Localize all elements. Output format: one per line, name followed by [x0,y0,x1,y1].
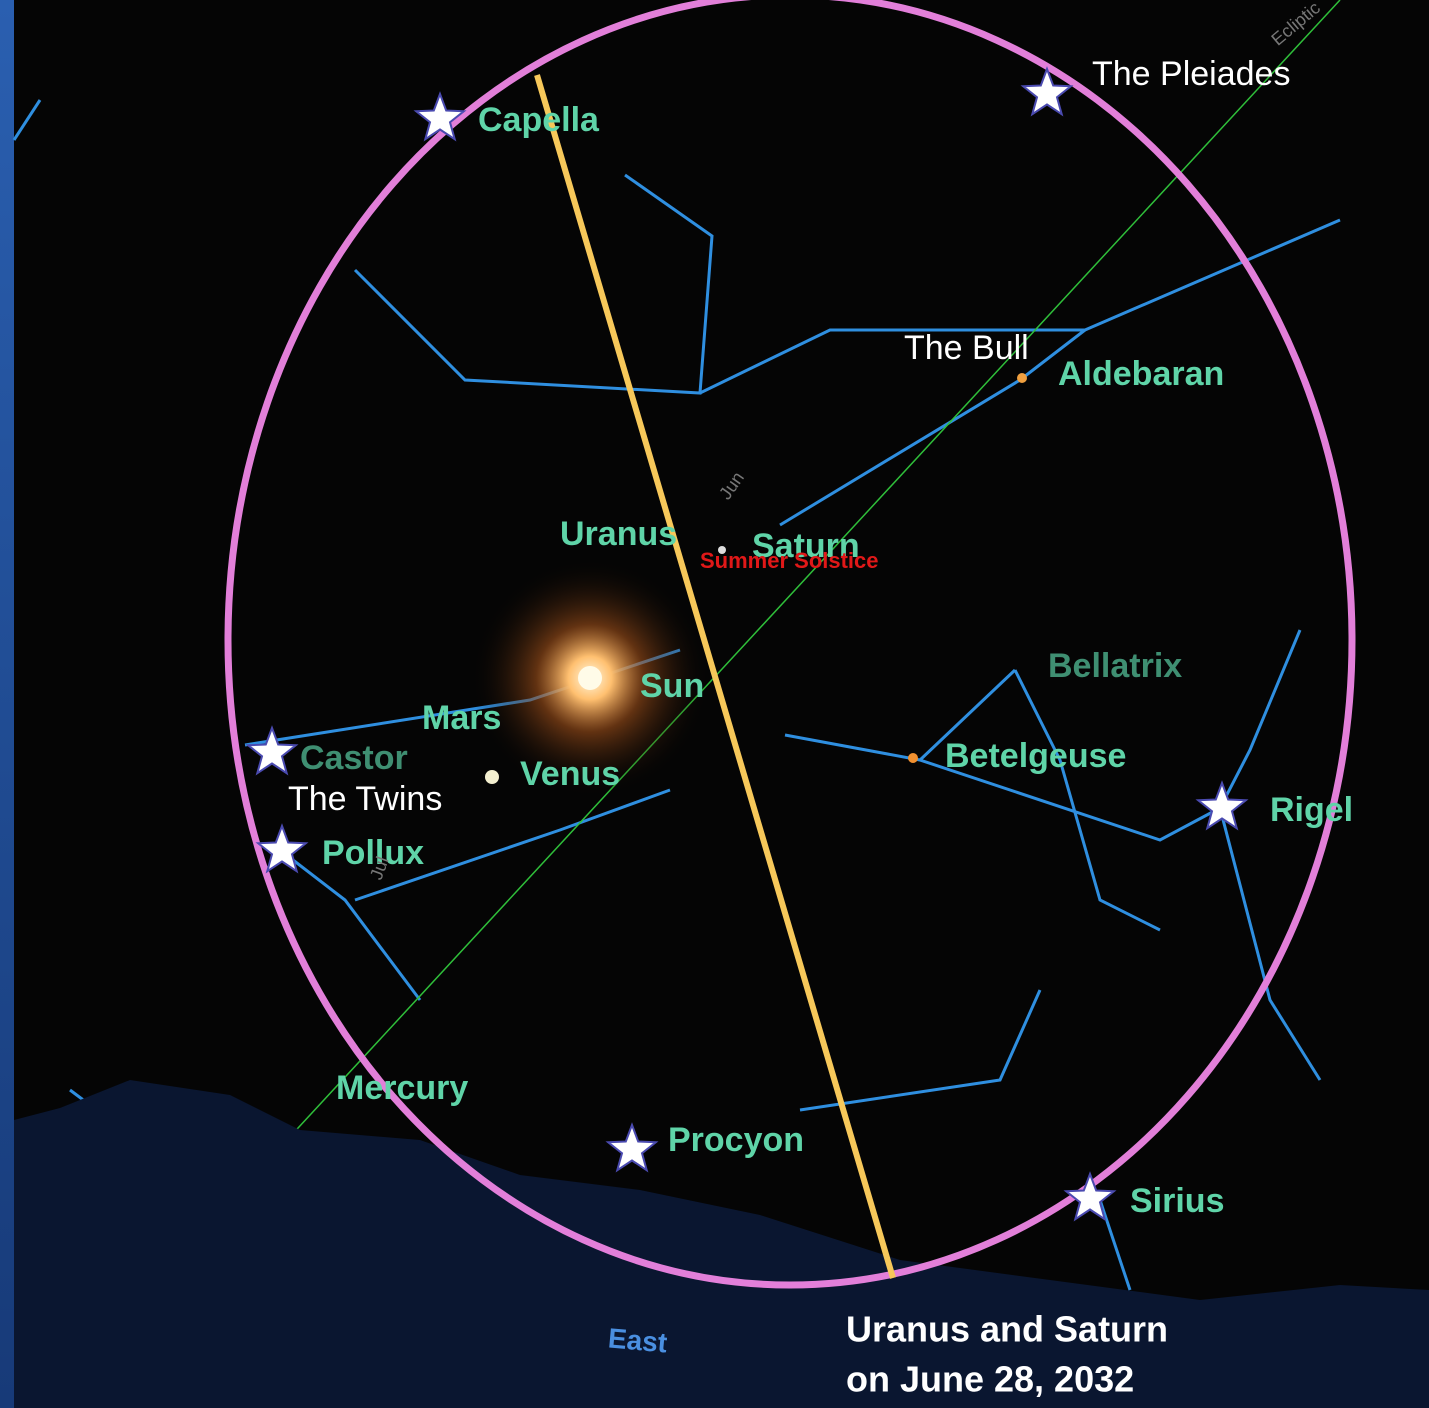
star-label: Uranus [560,515,677,553]
star-label: Procyon [668,1121,804,1159]
direction-label: East [607,1322,669,1358]
star-label: Sirius [1130,1182,1224,1220]
annotation: The Twins [288,780,442,818]
annotation: The Bull [904,329,1029,367]
star-label: Sun [640,667,704,705]
caption: on June 28, 2032 [846,1359,1134,1400]
betelgeuse [908,753,918,763]
sun [578,666,602,690]
sky-map: CapellaAldebaranUranusSaturnSummer Solst… [0,0,1429,1408]
annotation: The Pleiades [1092,55,1290,93]
star-label: Aldebaran [1058,355,1224,393]
aldebaran [1017,373,1027,383]
star-label: Venus [520,755,620,793]
star-label: Capella [478,101,600,139]
star-label: Bellatrix [1048,647,1182,685]
star-label: Mars [422,699,501,737]
star-label: Rigel [1270,791,1353,829]
side-strip [0,0,14,1408]
star-label: Castor [300,739,408,777]
star-label: Summer Solstice [700,548,879,573]
caption: Uranus and Saturn [846,1309,1168,1350]
star-label: Betelgeuse [945,737,1126,775]
venus [485,770,499,784]
star-label: Mercury [336,1069,468,1107]
